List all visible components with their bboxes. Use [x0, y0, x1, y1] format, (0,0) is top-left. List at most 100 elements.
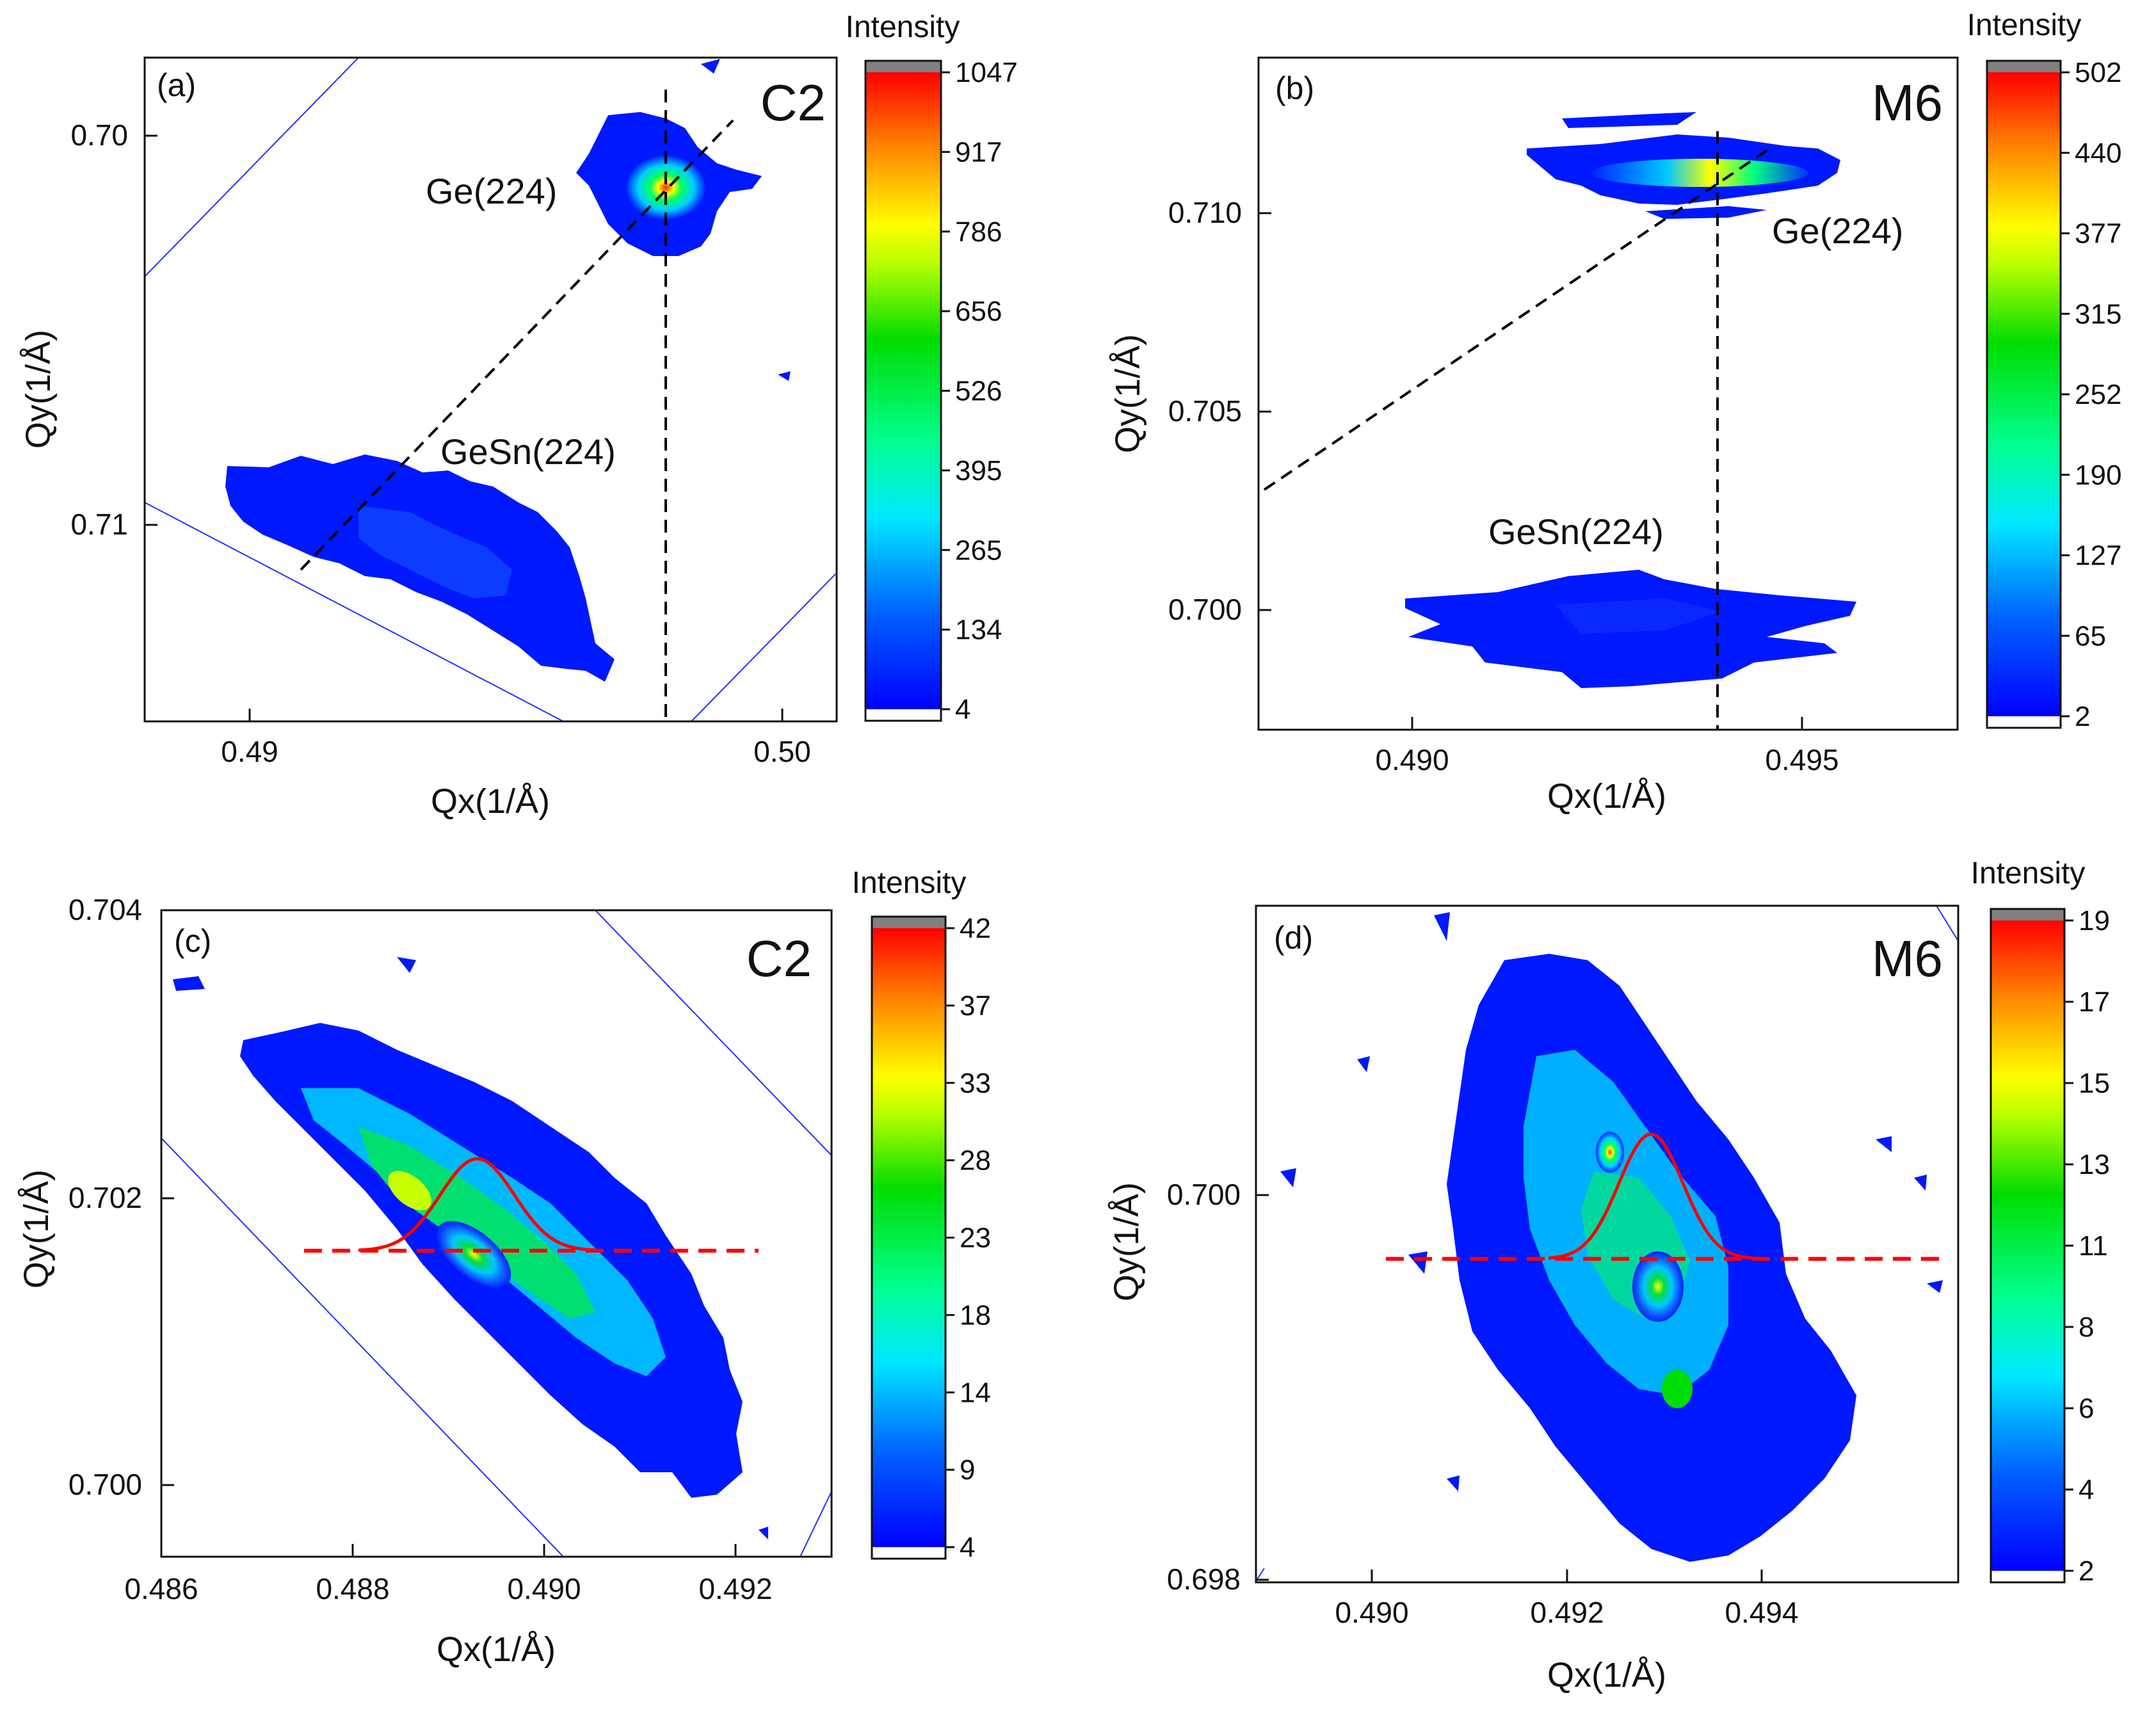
- contour-fragment: [1876, 1136, 1892, 1152]
- gesn-peak-contour-inner: [358, 506, 512, 598]
- colorbar-overflow-swatch: [1991, 909, 2064, 920]
- y-tick-label: 0.700: [68, 1468, 142, 1501]
- plot-frame-b: [1257, 56, 1959, 731]
- panel-label: (c): [174, 923, 211, 959]
- contour-fragment: [1280, 1168, 1296, 1187]
- intensity-hotspot: [1632, 1251, 1684, 1322]
- sample-label: C2: [746, 930, 812, 987]
- colorbar-a: Intensity 1047 917 786 656 526 395 265 134 4: [846, 10, 1018, 725]
- colorbar-tick-label: 315: [2075, 298, 2121, 330]
- boundary-line: [145, 58, 359, 277]
- ge-peak-contour: [1562, 112, 1696, 128]
- colorbar-tick-label: 377: [2075, 218, 2121, 250]
- panel-d: 0.490 0.492 0.494 0.700 0.698 Qx(1/Å) Qy…: [1107, 856, 2110, 1694]
- plot-area-a: [145, 58, 837, 721]
- contour-fragment: [701, 59, 720, 74]
- colorbar-tick-label: 4: [2079, 1474, 2094, 1506]
- y-tick-label: 0.698: [1167, 1562, 1241, 1596]
- y-axis-title: Qy(1/Å): [19, 330, 58, 449]
- boundary-line: [1936, 906, 1958, 942]
- intensity-contour-high: [358, 1127, 595, 1319]
- colorbar-tick-label: 33: [960, 1068, 991, 1099]
- colorbar-underflow-swatch: [1991, 1571, 2064, 1582]
- colorbar-tick-label: 6: [2079, 1393, 2094, 1424]
- contour-fragment: [1927, 1280, 1943, 1293]
- x-axis-title: Qx(1/Å): [1547, 777, 1666, 815]
- contour-fragment: [1357, 1056, 1370, 1072]
- x-tick-label: 0.494: [1725, 1596, 1798, 1629]
- x-tick-label: 0.49: [221, 735, 278, 768]
- plot-area-b: [1405, 112, 1856, 688]
- colorbar-tick-label: 17: [2079, 986, 2110, 1018]
- panel-b: 0.490 0.495 0.710 0.705 0.700 Qx(1/Å) Qy…: [1109, 8, 2121, 815]
- ge-peak-core: [626, 156, 705, 220]
- colorbar-tick-label: 252: [2075, 379, 2121, 410]
- colorbar-tick-label: 1047: [955, 57, 1018, 88]
- colorbar-overflow-swatch: [865, 61, 941, 72]
- plot-frame-d: [1255, 904, 1959, 1584]
- panel-c: 0.486 0.488 0.490 0.492 0.704 0.702 0.70…: [17, 866, 991, 1669]
- colorbar-tick-label: 134: [955, 615, 1002, 646]
- colorbar-tick-label: 19: [2079, 905, 2110, 936]
- gesn-peak-label: GeSn(224): [440, 431, 616, 472]
- colorbar-c: Intensity 42 37 33 28 23 18 14 9 4: [852, 866, 991, 1563]
- x-tick-label: 0.490: [1335, 1596, 1408, 1629]
- y-axis-title: Qy(1/Å): [1109, 334, 1147, 453]
- plot-area-c: [161, 910, 832, 1557]
- x-tick-label: 0.492: [1530, 1596, 1604, 1629]
- boundary-line: [595, 910, 832, 1156]
- colorbar-tick-label: 13: [2079, 1149, 2110, 1180]
- plot-frame-c: [160, 909, 833, 1558]
- y-tick-label: 0.705: [1168, 394, 1242, 428]
- contour-fragment: [1914, 1175, 1927, 1191]
- boundary-line: [691, 572, 837, 721]
- colorbar-tick-label: 15: [2079, 1068, 2110, 1099]
- colorbar-gradient: [1987, 72, 2061, 716]
- gesn-peak-contour-inner: [1556, 598, 1722, 634]
- colorbar-gradient: [865, 72, 941, 709]
- gaussian-profile-curve: [358, 1157, 597, 1252]
- diagonal-guide-line: [1263, 149, 1768, 491]
- x-tick-label: 0.486: [124, 1572, 198, 1605]
- contour-fragment: [711, 1354, 723, 1367]
- panel-label: (d): [1274, 920, 1313, 956]
- colorbar-tick-label: 14: [960, 1377, 991, 1408]
- colorbar-tick-label: 65: [2075, 620, 2106, 652]
- colorbar-tick-label: 2: [2075, 701, 2090, 732]
- colorbar-tick-label: 917: [955, 136, 1002, 168]
- x-axis-title: Qx(1/Å): [437, 1630, 556, 1669]
- colorbar-tick-label: 11: [2079, 1230, 2108, 1262]
- colorbar-tick-label: 23: [960, 1223, 991, 1254]
- colorbar-tick-label: 4: [955, 694, 970, 725]
- contour-fragment: [759, 1527, 768, 1539]
- sample-label: M6: [1872, 930, 1943, 987]
- colorbar-tick-label: 4: [960, 1532, 975, 1563]
- panel-label: (a): [157, 67, 196, 103]
- x-tick-label: 0.492: [698, 1572, 772, 1605]
- colorbar-tick-label: 18: [960, 1299, 991, 1331]
- colorbar-tick-label: 37: [960, 990, 991, 1022]
- contour-fragment: [173, 976, 205, 991]
- y-axis-title: Qy(1/Å): [1107, 1182, 1146, 1301]
- plot-frame-a: [143, 56, 838, 723]
- panel-label: (b): [1275, 70, 1314, 106]
- colorbar-gradient: [872, 928, 945, 1547]
- y-tick-label: 0.700: [1168, 593, 1242, 626]
- intensity-hotspot: [1662, 1370, 1693, 1408]
- colorbar-tick-label: 395: [955, 455, 1002, 486]
- colorbar-tick-label: 28: [960, 1145, 991, 1177]
- y-tick-label: 0.704: [68, 893, 142, 926]
- sample-label: C2: [760, 74, 826, 131]
- colorbar-underflow-swatch: [865, 709, 941, 721]
- colorbar-tick-label: 786: [955, 216, 1002, 248]
- ge-peak-label: Ge(224): [1772, 211, 1903, 251]
- ge-peak-contour: [1645, 206, 1767, 219]
- intensity-hotspot: [388, 1171, 431, 1210]
- diagonal-guide-line: [300, 119, 734, 571]
- x-tick-label: 0.50: [753, 735, 811, 768]
- panel-a: 0.49 0.50 0.70 0.71 Qx(1/Å) Qy(1/Å) (a) …: [19, 10, 1018, 821]
- colorbar-underflow-swatch: [1987, 716, 2061, 728]
- sample-label: M6: [1872, 74, 1943, 131]
- contour-fragment: [1408, 1251, 1428, 1274]
